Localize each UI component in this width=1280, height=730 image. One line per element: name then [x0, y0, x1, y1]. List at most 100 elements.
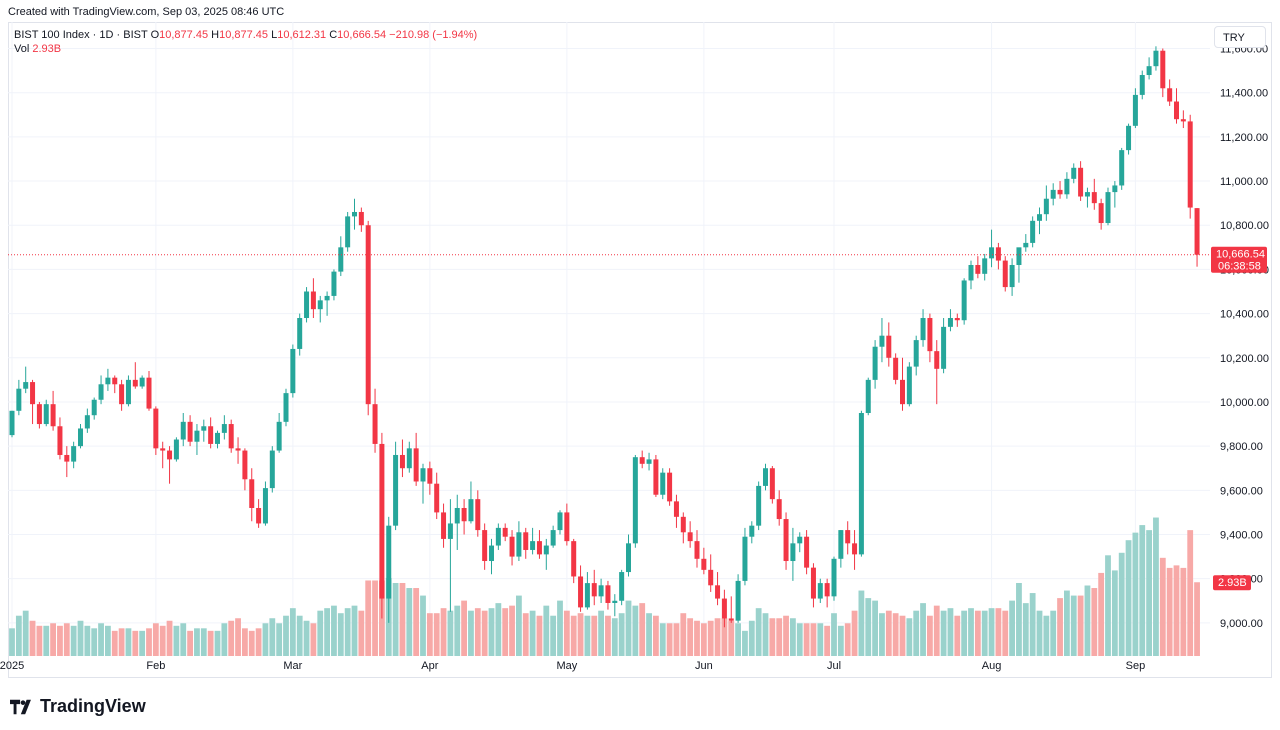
candle-body — [1023, 242, 1029, 248]
volume-bar — [516, 595, 522, 656]
volume-bar — [1187, 530, 1194, 656]
volume-bar — [577, 613, 584, 656]
volume-bar — [1098, 572, 1105, 656]
candle-body — [968, 264, 974, 281]
candle-body — [509, 536, 515, 557]
currency-button[interactable]: TRY — [1214, 26, 1266, 48]
candle-body — [495, 527, 501, 546]
volume-bar — [954, 615, 961, 656]
candle-body — [790, 543, 796, 562]
volume-bar — [988, 608, 995, 656]
volume-bar — [187, 630, 193, 656]
candle-body — [372, 404, 378, 444]
candle-body — [995, 247, 1001, 261]
candle-body — [71, 446, 77, 462]
volume-bar — [940, 610, 947, 656]
volume-bar — [70, 625, 77, 656]
candle-body — [1071, 167, 1077, 179]
candle-body — [1174, 101, 1179, 120]
candle-body — [1160, 50, 1166, 89]
candle-body — [50, 404, 56, 427]
time-tick-label: Apr — [421, 660, 438, 672]
candle-body — [1064, 178, 1070, 195]
candle-body — [406, 448, 412, 469]
candle-body — [783, 519, 789, 562]
candle-body — [721, 598, 727, 619]
candle-body — [934, 351, 940, 369]
volume-bar — [1050, 610, 1057, 656]
volume-bar — [399, 582, 406, 656]
candle-body — [626, 543, 631, 573]
volume-bar — [947, 608, 954, 656]
volume-bar — [207, 630, 214, 656]
candle-body — [358, 211, 364, 226]
volume-bar — [536, 615, 543, 656]
candle-body — [1057, 189, 1063, 195]
time-tick-label: Jul — [827, 660, 841, 672]
volume-bar — [1064, 590, 1070, 656]
volume-bar — [63, 623, 70, 656]
price-tick-label: 11,200.00 — [1220, 132, 1268, 144]
candle-body — [57, 426, 63, 455]
volume-bar — [783, 615, 789, 656]
candle-body — [975, 264, 981, 274]
candle-body — [639, 457, 645, 464]
candle-body — [1180, 119, 1186, 122]
volume-bar — [981, 610, 988, 656]
volume-key[interactable]: Vol — [14, 43, 30, 55]
volume-bar — [584, 615, 591, 656]
volume-bar — [817, 623, 824, 656]
volume-badge-label: 2.93B — [1218, 577, 1247, 589]
volume-bar — [591, 615, 598, 656]
tradingview-logo[interactable]: TradingView — [10, 696, 146, 717]
volume-bar — [296, 615, 303, 656]
candle-body — [1146, 66, 1152, 76]
candle-body — [249, 479, 255, 508]
volume-bar — [714, 618, 721, 656]
time-tick-label: 2025 — [0, 660, 24, 672]
candle-body — [578, 576, 584, 608]
price-tick-label: 10,200.00 — [1220, 353, 1269, 365]
last-price-badge: 10,666.54 06:38:58 — [1211, 246, 1267, 273]
volume-bar — [98, 623, 104, 656]
candle-body — [208, 426, 214, 444]
volume-bar — [447, 610, 454, 656]
volume-badge: 2.93B — [1213, 575, 1251, 591]
volume-bar — [707, 620, 714, 656]
candle-body — [1126, 125, 1132, 151]
volume-bar — [365, 580, 372, 656]
volume-bar — [769, 618, 776, 656]
high-value: 10,877.45 — [219, 29, 269, 41]
candle-body — [831, 558, 837, 597]
candle-body — [1132, 94, 1138, 126]
volume-bar — [91, 628, 98, 656]
candle-body — [173, 439, 179, 460]
volume-bar — [974, 610, 981, 656]
candle-body — [84, 415, 90, 429]
volume-bar — [242, 628, 248, 656]
volume-bar — [228, 620, 235, 656]
candle-body — [9, 410, 15, 436]
candle-body — [256, 507, 262, 524]
volume-bar — [687, 618, 694, 656]
candle-body — [728, 618, 734, 621]
candle-body — [612, 600, 618, 603]
volume-bar — [289, 608, 296, 656]
volume-bar — [84, 625, 91, 656]
candle-body — [742, 536, 748, 581]
volume-bar — [776, 618, 783, 656]
candle-body — [345, 216, 351, 248]
candle-body — [763, 468, 768, 486]
symbol-label[interactable]: BIST 100 Index · 1D · BIST — [14, 29, 148, 41]
time-tick-label: Mar — [283, 660, 302, 672]
volume-bar — [180, 623, 187, 656]
volume-bar — [454, 605, 461, 656]
candle-body — [571, 541, 577, 577]
candle-body — [338, 247, 344, 272]
volume-bar — [879, 613, 885, 656]
candle-body — [16, 388, 22, 411]
candle-body — [660, 472, 666, 495]
countdown-label: 06:38:58 — [1218, 261, 1261, 273]
volume-bar — [269, 618, 276, 656]
